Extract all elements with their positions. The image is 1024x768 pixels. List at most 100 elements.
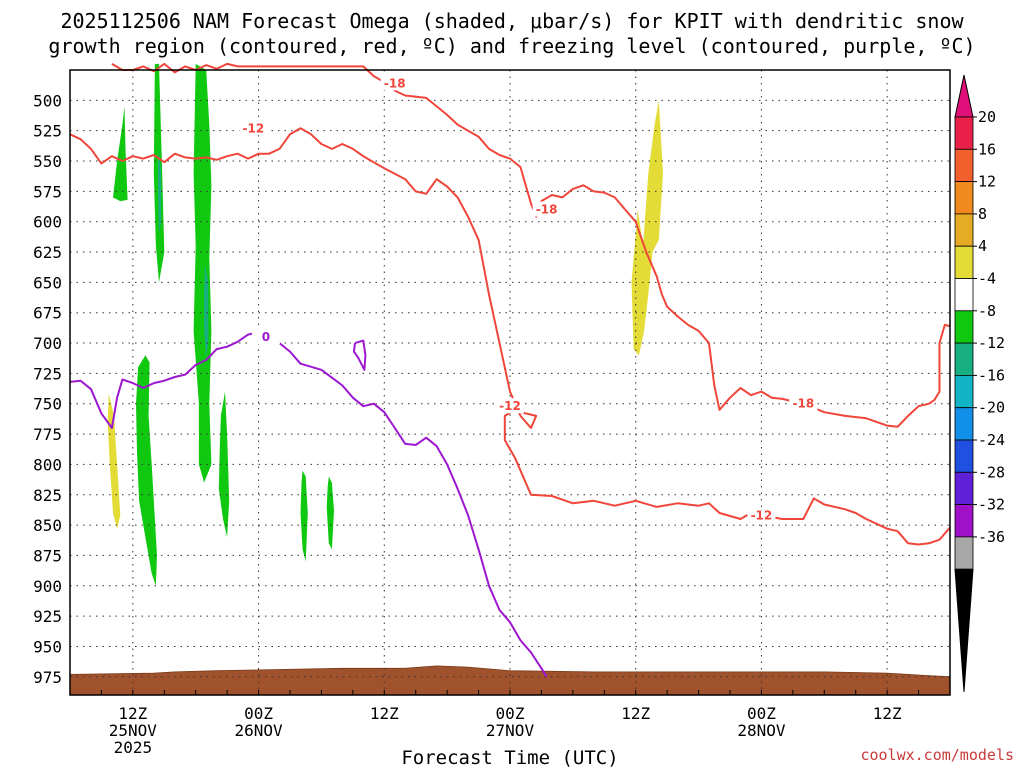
omega-region-5 [300, 470, 308, 562]
colorbar: 20 16 12 8 4 -4 -8 -12 -16 -20 -24 -28 -32 -36 [954, 74, 1005, 693]
x-axis-title: Forecast Time (UTC) [401, 747, 618, 768]
colorbar-label-4: 4 [978, 237, 987, 255]
colorbar-label-13: -36 [978, 528, 1005, 546]
x-tick-label: 12Z [370, 704, 399, 723]
colorbar-label-7: -12 [978, 334, 1005, 352]
credit-text[interactable]: coolwx.com/models [860, 746, 1014, 764]
contour-label-6: 0 [262, 330, 270, 344]
colorbar-label-8: -16 [978, 366, 1005, 384]
y-tick-label: 500 [33, 91, 62, 110]
chart-title-line1: 2025112506 NAM Forecast Omega (shaded, μ… [60, 9, 964, 33]
contour-label-4: -18 [536, 203, 558, 217]
y-tick-label: 825 [33, 486, 62, 505]
contour-label-5: -18 [792, 397, 814, 411]
colorbar-label-12: -32 [978, 496, 1005, 514]
y-tick-label: 650 [33, 273, 62, 292]
x-tick-label: 27NOV [486, 721, 535, 740]
terrain-ground [69, 665, 951, 696]
y-tick-label: 725 [33, 364, 62, 383]
x-tick-label: 00Z [244, 704, 273, 723]
colorbar-segment-11 [954, 471, 974, 505]
y-axis: 500 525 550 575 600 625 650 675 700 725 750 775 800 8… [33, 91, 62, 686]
y-tick-label: 975 [33, 668, 62, 687]
colorbar-segment-3 [954, 213, 974, 247]
x-tick-label: 00Z [496, 704, 525, 723]
contour-label-bg [496, 398, 524, 414]
colorbar-segment-13 [954, 536, 974, 570]
x-tick-label: 28NOV [737, 721, 786, 740]
y-tick-label: 800 [33, 455, 62, 474]
omega-region-4 [136, 355, 157, 586]
x-tick-label: 25NOV [109, 721, 158, 740]
omega-shading-layer [107, 63, 663, 586]
omega-region-3 [218, 391, 230, 538]
contour-line-3 [352, 339, 367, 371]
y-tick-label: 600 [33, 213, 62, 232]
y-tick-label: 875 [33, 546, 62, 565]
colorbar-label-11: -28 [978, 463, 1005, 481]
colorbar-label-0: 20 [978, 108, 996, 126]
terrain-layer [69, 665, 951, 696]
y-tick-label: 750 [33, 395, 62, 414]
colorbar-segment-1 [954, 148, 974, 183]
omega-region-10 [631, 100, 663, 356]
contour-label-bg [747, 507, 776, 523]
contour-label-0: -12 [242, 121, 264, 135]
colorbar-segment-7 [954, 342, 974, 376]
contour-line-1 [111, 62, 951, 428]
y-tick-label: 950 [33, 637, 62, 656]
x-tick-label: 26NOV [234, 721, 283, 740]
y-tick-label: 625 [33, 243, 62, 262]
omega-region-6 [326, 476, 334, 550]
plot-frame [69, 69, 951, 696]
colorbar-segment-10 [954, 439, 974, 473]
contour-label-bg [251, 328, 280, 344]
y-tick-label: 550 [33, 152, 62, 171]
colorbar-segment-9 [954, 407, 974, 441]
y-tick-label: 675 [33, 304, 62, 323]
contour-label-bg [789, 395, 818, 411]
colorbar-bottom-arrow [954, 568, 974, 693]
colorbar-segment-4 [954, 245, 974, 279]
contour-label-2: -12 [751, 508, 773, 522]
omega-region-7 [158, 148, 162, 234]
contour-label-bg [532, 201, 561, 217]
contour-line-0 [69, 127, 951, 546]
contour-label-bg [380, 75, 409, 91]
colorbar-segment-8 [954, 374, 974, 409]
colorbar-label-9: -20 [978, 399, 1005, 417]
contour-line-2 [69, 331, 548, 678]
x-tick-label: 12Z [621, 704, 650, 723]
y-tick-label: 575 [33, 182, 62, 201]
colorbar-segment-5 [954, 278, 974, 312]
colorbar-segment-0 [954, 116, 974, 150]
contour-label-3: -18 [384, 76, 406, 90]
x-tick-label: 2025 [114, 738, 153, 757]
x-tick-label: 12Z [873, 704, 902, 723]
y-tick-label: 850 [33, 516, 62, 535]
y-tick-label: 525 [33, 122, 62, 141]
x-tick-label: 00Z [747, 704, 776, 723]
omega-region-0 [113, 106, 128, 202]
y-tick-label: 925 [33, 607, 62, 626]
chart-title-line2: growth region (contoured, red, ºC) and f… [48, 34, 975, 58]
colorbar-label-5: -4 [978, 270, 996, 288]
colorbar-label-10: -24 [978, 431, 1005, 449]
colorbar-segment-2 [954, 181, 974, 215]
omega-region-8 [204, 264, 209, 358]
colorbar-top-arrow [954, 74, 974, 118]
contour-label-1: -12 [499, 399, 521, 413]
omega-region-2 [193, 63, 212, 483]
colorbar-label-1: 16 [978, 140, 996, 158]
colorbar-label-6: -8 [978, 302, 996, 320]
contour-layer: -12 -12 -12 -18 -18 -18 0 [69, 62, 951, 678]
contour-label-bg [239, 120, 268, 136]
colorbar-label-3: 8 [978, 205, 987, 223]
colorbar-segment-12 [954, 504, 974, 538]
colorbar-label-2: 12 [978, 173, 996, 191]
plot-area: -12 -12 -12 -18 -18 -18 0 [69, 62, 951, 696]
y-tick-label: 775 [33, 425, 62, 444]
y-tick-label: 900 [33, 577, 62, 596]
y-tick-label: 700 [33, 334, 62, 353]
